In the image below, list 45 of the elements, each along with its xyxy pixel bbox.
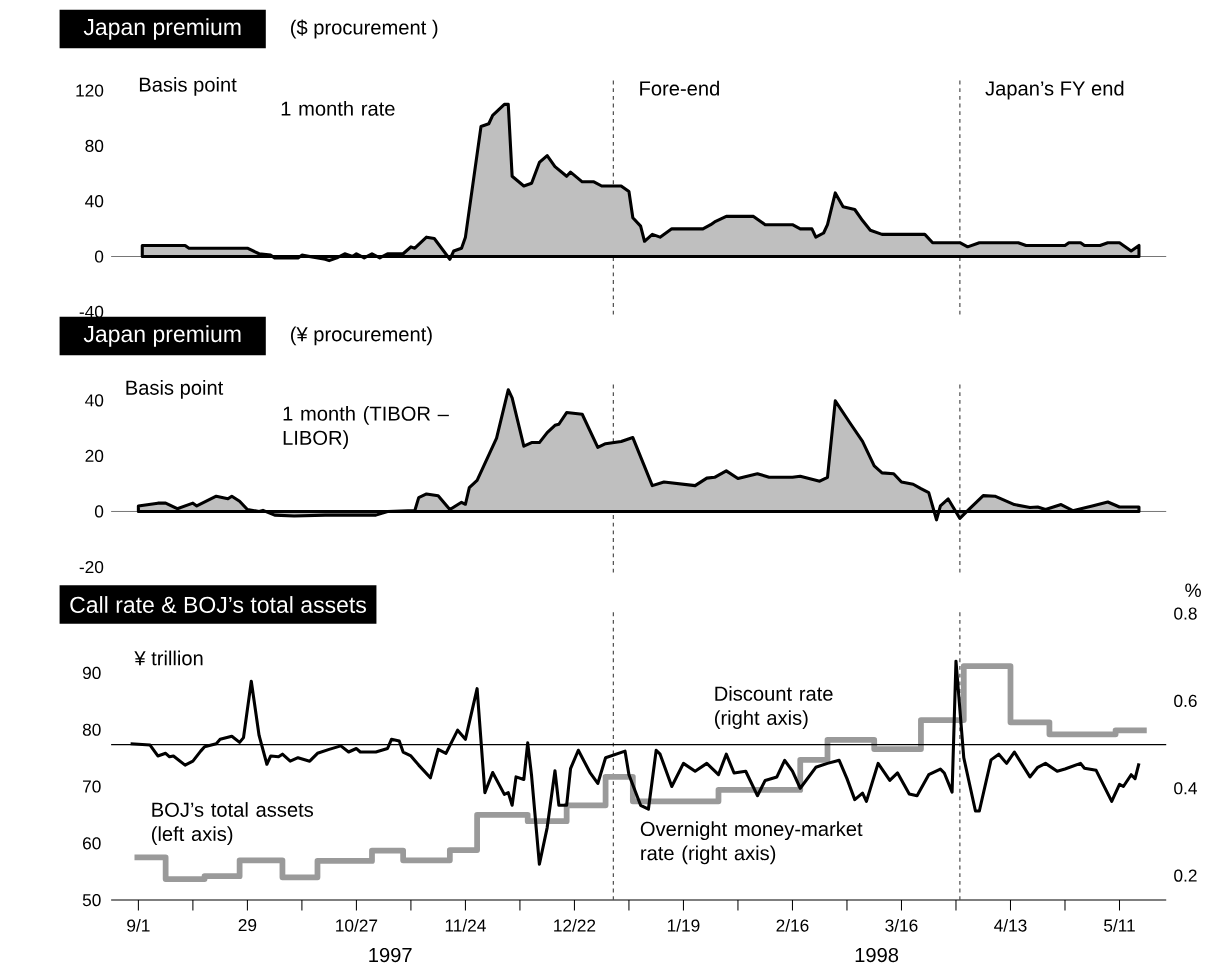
y2-tick-label: 0.8 <box>1174 607 1197 620</box>
series-label: 1 month (TIBOR –LIBOR) <box>283 405 449 449</box>
text: 1998 <box>855 947 899 962</box>
ref-line-label: Discount rate (right axis) <box>714 685 833 729</box>
ref-line-label: Fore-end <box>640 80 719 96</box>
x-tick-label: 5/11 <box>1104 918 1135 932</box>
x-tick-label: 2/16 <box>776 918 809 932</box>
x-tick-label: 29 <box>238 918 257 931</box>
text: 1997 <box>369 947 412 962</box>
chart-subtitle: ($ procurement ) <box>291 19 438 39</box>
series-label: BOJ’s total assets (left axis) <box>151 801 314 845</box>
chart-title: Call rate & BOJ’s total assets <box>70 595 366 613</box>
y-axis-title: Basis point <box>126 379 224 399</box>
text: 1 month rate <box>281 100 395 116</box>
x-tick-label: 9/1 <box>127 918 150 932</box>
x-tick-label: 11/24 <box>445 918 486 932</box>
y-tick-label: 60 <box>83 836 101 850</box>
x-tick-label: 10/27 <box>336 918 378 932</box>
y-axis-title: ¥ trillion <box>134 650 203 666</box>
y-tick-label: 40 <box>85 194 104 208</box>
y2-tick-label: 0.2 <box>1174 869 1197 882</box>
y-tick-label: 40 <box>85 394 104 407</box>
chart-title: Japan premium <box>83 18 241 40</box>
x-tick-label: 1/19 <box>667 918 700 932</box>
y-tick-label: 120 <box>76 84 104 97</box>
y-tick-label: 80 <box>85 139 104 152</box>
x-tick-label: 4/13 <box>994 918 1027 932</box>
y-tick-label: 0 <box>94 505 104 518</box>
series-label: Overnight money-market rate (right axis) <box>640 821 863 865</box>
y-tick-label: 0 <box>94 250 104 263</box>
y2-axis-title: % <box>1185 583 1201 597</box>
y-axis-title: Basis point <box>139 76 237 96</box>
ref-line-label: Japan’s FY end <box>985 80 1124 100</box>
x-tick-label: 12/22 <box>554 918 596 932</box>
chart-subtitle: (¥ procurement) <box>291 326 432 346</box>
y2-tick-label: 0.4 <box>1174 781 1197 795</box>
y-tick-label: 20 <box>85 449 104 462</box>
chart-title: Japan premium <box>83 325 241 347</box>
y-tick-label: 80 <box>82 723 101 736</box>
y-tick-label: 70 <box>83 780 101 793</box>
y-tick-label: 90 <box>82 666 101 679</box>
y2-tick-label: 0.6 <box>1174 694 1197 707</box>
y-tick-label: 50 <box>82 893 101 906</box>
y-tick-label: -20 <box>79 560 104 573</box>
x-tick-label: 3/16 <box>885 918 918 932</box>
